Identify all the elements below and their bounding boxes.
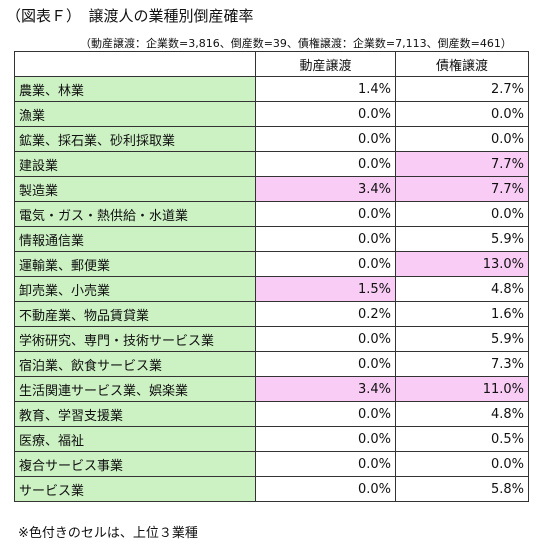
row: 医療、福祉 0.0% 0.5% xyxy=(14,426,529,452)
rate-cell: 0.0% xyxy=(255,226,396,252)
row: 鉱業、採石業、砂利採取業 0.0% 0.0% xyxy=(14,126,529,152)
row: 漁業 0.0% 0.0% xyxy=(14,101,529,127)
rate-cell: 5.8% xyxy=(395,476,529,502)
title: （図表Ｆ） 譲渡人の業種別倒産確率 xyxy=(6,7,254,25)
row: 宿泊業、飲食サービス業 0.0% 7.3% xyxy=(14,351,529,377)
rate-cell: 0.0% xyxy=(395,126,529,152)
rate-cell: 4.8% xyxy=(395,401,529,427)
industry: 宿泊業、飲食サービス業 xyxy=(14,351,256,377)
industry: 建設業 xyxy=(14,151,256,177)
rate-cell: 0.0% xyxy=(255,476,396,502)
industry: 漁業 xyxy=(14,101,256,127)
row: 教育、学習支援業 0.0% 4.8% xyxy=(14,401,529,427)
rate-cell: 0.0% xyxy=(255,326,396,352)
industry: 教育、学習支援業 xyxy=(14,401,256,427)
row: 不動産業、物品賃貸業 0.2% 1.6% xyxy=(14,301,529,327)
row: 生活関連サービス業、娯楽業 3.4% 11.0% xyxy=(14,376,529,402)
rate-cell: 0.0% xyxy=(255,426,396,452)
industry: 電気・ガス・熱供給・水道業 xyxy=(14,201,256,227)
industry: 卸売業、小売業 xyxy=(14,276,256,302)
rate-cell: 0.0% xyxy=(395,451,529,477)
rate-cell: 13.0% xyxy=(395,251,529,277)
rate-cell: 0.0% xyxy=(255,101,396,127)
row: 農業、林業 1.4% 2.7% xyxy=(14,76,529,102)
rate-cell: 3.4% xyxy=(255,376,396,402)
rate-cell: 0.0% xyxy=(255,451,396,477)
rate-cell: 7.7% xyxy=(395,151,529,177)
note: （動産譲渡：企業数=3,816、倒産数=39、債権譲渡：企業数=7,113、倒産… xyxy=(80,37,512,50)
rate-cell: 0.0% xyxy=(395,201,529,227)
rate-cell: 0.0% xyxy=(255,401,396,427)
rate-cell: 0.0% xyxy=(255,201,396,227)
industry: 複合サービス事業 xyxy=(14,451,256,477)
industry: 製造業 xyxy=(14,176,256,202)
rate-cell: 1.5% xyxy=(255,276,396,302)
industry: 不動産業、物品賃貸業 xyxy=(14,301,256,327)
industry: 医療、福祉 xyxy=(14,426,256,452)
industry: 生活関連サービス業、娯楽業 xyxy=(14,376,256,402)
row: 情報通信業 0.0% 5.9% xyxy=(14,226,529,252)
industry: 学術研究、専門・技術サービス業 xyxy=(14,326,256,352)
table: 動産譲渡 債権譲渡 農業、林業 1.4% 2.7% 漁業 0.0% 0.0% 鉱業、採石業、砂… xyxy=(14,51,529,502)
industry: 運輸業、郵便業 xyxy=(14,251,256,277)
rate-cell: 0.5% xyxy=(395,426,529,452)
rate-cell: 0.0% xyxy=(255,151,396,177)
rate-cell: 1.6% xyxy=(395,301,529,327)
rate-cell: 1.4% xyxy=(255,76,396,102)
rate-cell: 0.0% xyxy=(255,251,396,277)
rate-cell: 5.9% xyxy=(395,326,529,352)
rate-cell: 3.4% xyxy=(255,176,396,202)
industry: 農業、林業 xyxy=(14,76,256,102)
rate-cell: 7.7% xyxy=(395,176,529,202)
row: 複合サービス事業 0.0% 0.0% xyxy=(14,451,529,477)
rate-cell: 0.2% xyxy=(255,301,396,327)
rate-cell: 2.7% xyxy=(395,76,529,102)
rate-cell: 4.8% xyxy=(395,276,529,302)
row: 電気・ガス・熱供給・水道業 0.0% 0.0% xyxy=(14,201,529,227)
industry: 鉱業、採石業、砂利採取業 xyxy=(14,126,256,152)
industry: 情報通信業 xyxy=(14,226,256,252)
rate-cell: 0.0% xyxy=(255,126,396,152)
row: 製造業 3.4% 7.7% xyxy=(14,176,529,202)
rate-cell: 5.9% xyxy=(395,226,529,252)
row: 学術研究、専門・技術サービス業 0.0% 5.9% xyxy=(14,326,529,352)
rate-cell: 0.0% xyxy=(395,101,529,127)
row: 運輸業、郵便業 0.0% 13.0% xyxy=(14,251,529,277)
row: 卸売業、小売業 1.5% 4.8% xyxy=(14,276,529,302)
column-header: 債権譲渡 xyxy=(395,51,529,77)
rate-cell: 11.0% xyxy=(395,376,529,402)
footnote: ※色付きのセルは、上位３業種 xyxy=(18,526,198,541)
header-row: 動産譲渡 債権譲渡 xyxy=(14,51,529,77)
corner xyxy=(14,51,256,77)
rate-cell: 0.0% xyxy=(255,351,396,377)
industry: サービス業 xyxy=(14,476,256,502)
column-header: 動産譲渡 xyxy=(255,51,396,77)
row: 建設業 0.0% 7.7% xyxy=(14,151,529,177)
row: サービス業 0.0% 5.8% xyxy=(14,476,529,502)
rate-cell: 7.3% xyxy=(395,351,529,377)
